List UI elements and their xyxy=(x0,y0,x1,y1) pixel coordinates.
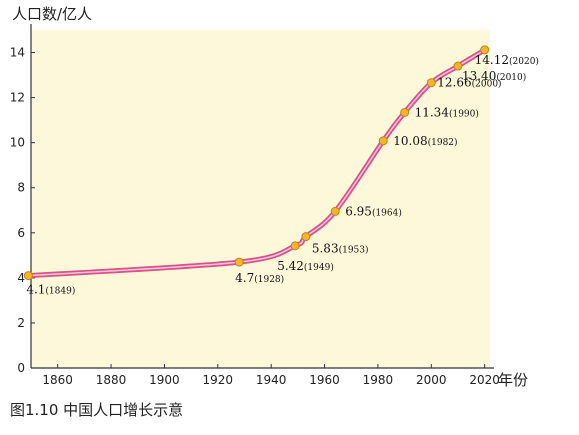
data-point xyxy=(234,257,244,267)
plot-area xyxy=(31,30,490,368)
data-label: 5.42(1949) xyxy=(277,259,334,273)
x-tick-label: 1920 xyxy=(203,373,234,387)
x-tick-label: 1900 xyxy=(149,373,180,387)
data-label-year: (2000) xyxy=(472,79,502,90)
data-label: 4.7(1928) xyxy=(235,271,284,285)
series xyxy=(23,45,490,281)
data-label-value: 14.12 xyxy=(475,53,509,67)
y-tick-label: 8 xyxy=(17,181,25,195)
data-label: 13.40(2010) xyxy=(462,69,526,83)
data-label-value: 11.34 xyxy=(415,105,450,119)
data-labels: 4.1(1849) 4.7(1928)5.42(1949) 5.83(1953) 6.… xyxy=(26,53,539,297)
data-label-year: (1964) xyxy=(372,207,402,218)
data-label-value: 13.40 xyxy=(462,69,496,83)
data-point xyxy=(400,107,410,117)
data-label-year: (1982) xyxy=(428,137,458,148)
data-label-year: (1928) xyxy=(254,274,284,285)
data-label-year: (1990) xyxy=(449,108,479,119)
x-tick-label: 1980 xyxy=(363,373,394,387)
data-label-value: 5.83 xyxy=(312,242,339,256)
x-tick-label: 2020 xyxy=(469,373,500,387)
data-point xyxy=(378,136,388,146)
data-label-year: (2010) xyxy=(496,72,526,83)
data-label: 10.08(1982) xyxy=(393,134,457,148)
x-tick-label: 1880 xyxy=(96,373,127,387)
y-tick-label: 6 xyxy=(17,226,25,240)
data-point xyxy=(453,61,463,71)
data-label: 14.12(2020) xyxy=(475,53,539,67)
y-tick-label: 14 xyxy=(10,46,25,60)
data-label-year: (1849) xyxy=(45,286,75,297)
data-label-value: 10.08 xyxy=(393,134,427,148)
x-tick-label: 1860 xyxy=(42,373,73,387)
data-point xyxy=(301,232,311,242)
data-point xyxy=(480,45,490,55)
axes xyxy=(30,24,494,369)
data-label: 5.83(1953) xyxy=(312,242,369,256)
data-label: 12.66(2000) xyxy=(437,76,501,90)
data-label-value: 5.42 xyxy=(277,259,304,273)
data-label-year: (1949) xyxy=(304,262,334,273)
data-label: 11.34(1990) xyxy=(415,105,479,119)
x-tick-label: 2000 xyxy=(416,373,447,387)
x-tick-label: 1940 xyxy=(256,373,287,387)
y-axis-unit-label: 人口数/亿人 xyxy=(12,5,93,23)
figure-caption: 图1.10 中国人口增长示意 xyxy=(10,401,184,419)
data-label-value: 4.7 xyxy=(235,271,254,285)
y-tick-label: 2 xyxy=(17,316,25,330)
y-tick-label: 12 xyxy=(10,91,25,105)
data-label-year: (1953) xyxy=(339,245,369,256)
data-point xyxy=(290,241,300,251)
data-point xyxy=(426,78,436,88)
data-label-year: (2020) xyxy=(509,56,539,67)
ticks: 0 2 4 6 8 10 12 14 1860 1880 1900 1920 1940 1960 1980 2… xyxy=(10,46,500,387)
data-label: 4.1(1849) xyxy=(26,283,75,297)
y-tick-label: 0 xyxy=(17,361,25,375)
y-tick-label: 10 xyxy=(10,136,25,150)
data-label: 6.95(1964) xyxy=(345,204,402,218)
x-axis-unit-label: 年份 xyxy=(498,371,529,389)
data-label-value: 12.66 xyxy=(437,76,471,90)
data-point xyxy=(330,206,340,216)
x-tick-label: 1960 xyxy=(309,373,340,387)
y-tick-label: 4 xyxy=(17,271,25,285)
data-point xyxy=(23,271,33,281)
data-label-value: 4.1 xyxy=(26,283,45,297)
data-label-value: 6.95 xyxy=(345,204,372,218)
